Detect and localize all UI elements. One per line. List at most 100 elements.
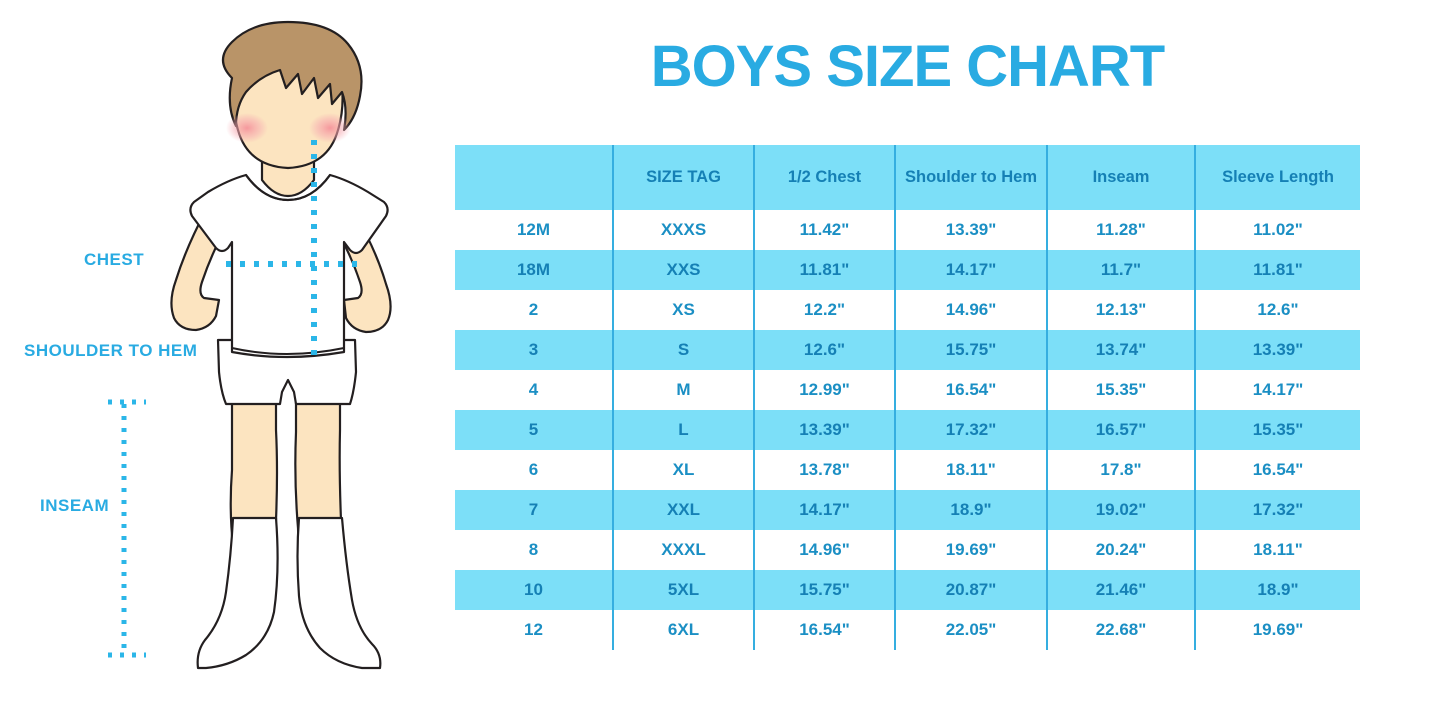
cell-size-tag: 6XL: [612, 610, 754, 650]
table-row: 12 6XL 16.54" 22.05" 22.68" 19.69": [455, 610, 1360, 650]
cell-sleeve-length: 18.9": [1194, 570, 1360, 610]
left-shoe: [196, 516, 279, 670]
size-chart-table-container: SIZE TAG 1/2 Chest Shoulder to Hem Insea…: [455, 145, 1360, 650]
table-body: 12M XXXS 11.42" 13.39" 11.28" 11.02" 18M XXS 11.…: [455, 210, 1360, 650]
page-title: BOYS SIZE CHART: [650, 34, 1166, 99]
cell-sleeve-length: 16.54": [1194, 450, 1360, 490]
cell-size: 12: [455, 610, 613, 650]
cell-size-tag: 5XL: [612, 570, 754, 610]
cell-inseam: 13.74": [1046, 330, 1195, 370]
cell-sleeve-length: 11.81": [1194, 250, 1360, 290]
table-row: 8 XXXL 14.96" 19.69" 20.24" 18.11": [455, 530, 1360, 570]
cell-shoulder-to-hem: 18.11": [894, 450, 1047, 490]
cell-size: 7: [455, 490, 613, 530]
shirt-hem: [231, 347, 345, 355]
cell-size-tag: XXS: [612, 250, 754, 290]
cell-shoulder-to-hem: 16.54": [894, 370, 1047, 410]
cell-inseam: 19.02": [1046, 490, 1195, 530]
col-header-half-chest: 1/2 Chest: [753, 145, 895, 210]
col-header-inseam: Inseam: [1046, 145, 1195, 210]
cell-shoulder-to-hem: 20.87": [894, 570, 1047, 610]
cell-size: 2: [455, 290, 613, 330]
col-header-size: [455, 145, 613, 210]
table-header: SIZE TAG 1/2 Chest Shoulder to Hem Insea…: [455, 145, 1360, 210]
chest-annotation-label: CHEST: [84, 250, 145, 269]
cell-shoulder-to-hem: 15.75": [894, 330, 1047, 370]
cell-inseam: 11.28": [1046, 210, 1195, 250]
cell-inseam: 15.35": [1046, 370, 1195, 410]
cell-sleeve-length: 13.39": [1194, 330, 1360, 370]
cell-size: 3: [455, 330, 613, 370]
cell-half-chest: 13.39": [753, 410, 895, 450]
cell-inseam: 17.8": [1046, 450, 1195, 490]
cell-half-chest: 15.75": [753, 570, 895, 610]
cell-shoulder-to-hem: 19.69": [894, 530, 1047, 570]
right-blush: [309, 113, 351, 143]
cell-half-chest: 11.42": [753, 210, 895, 250]
table-row: 3 S 12.6" 15.75" 13.74" 13.39": [455, 330, 1360, 370]
cell-size: 10: [455, 570, 613, 610]
cell-size: 4: [455, 370, 613, 410]
col-header-sleeve-length: Sleeve Length: [1194, 145, 1360, 210]
cell-size: 6: [455, 450, 613, 490]
cell-size-tag: XS: [612, 290, 754, 330]
inseam-annotation-label: INSEAM: [40, 496, 110, 515]
cell-size: 5: [455, 410, 613, 450]
cell-half-chest: 12.2": [753, 290, 895, 330]
cell-shoulder-to-hem: 13.39": [894, 210, 1047, 250]
cell-size-tag: M: [612, 370, 754, 410]
cell-size-tag: XXXL: [612, 530, 754, 570]
cell-shoulder-to-hem: 18.9": [894, 490, 1047, 530]
cell-half-chest: 11.81": [753, 250, 895, 290]
cell-size-tag: L: [612, 410, 754, 450]
table-row: 6 XL 13.78" 18.11" 17.8" 16.54": [455, 450, 1360, 490]
cell-inseam: 16.57": [1046, 410, 1195, 450]
cell-sleeve-length: 11.02": [1194, 210, 1360, 250]
size-chart-table: SIZE TAG 1/2 Chest Shoulder to Hem Insea…: [455, 145, 1360, 650]
right-shoe: [296, 516, 382, 670]
table-row: 12M XXXS 11.42" 13.39" 11.28" 11.02": [455, 210, 1360, 250]
cell-sleeve-length: 15.35": [1194, 410, 1360, 450]
table-row: 2 XS 12.2" 14.96" 12.13" 12.6": [455, 290, 1360, 330]
col-header-size-tag: SIZE TAG: [612, 145, 754, 210]
cell-size-tag: XL: [612, 450, 754, 490]
cell-inseam: 21.46": [1046, 570, 1195, 610]
cell-sleeve-length: 19.69": [1194, 610, 1360, 650]
col-header-shoulder-to-hem: Shoulder to Hem: [894, 145, 1047, 210]
table-header-row: SIZE TAG 1/2 Chest Shoulder to Hem Insea…: [455, 145, 1360, 210]
cell-inseam: 11.7": [1046, 250, 1195, 290]
table-row: 5 L 13.39" 17.32" 16.57" 15.35": [455, 410, 1360, 450]
cell-shoulder-to-hem: 22.05": [894, 610, 1047, 650]
cell-shoulder-to-hem: 17.32": [894, 410, 1047, 450]
cell-half-chest: 13.78": [753, 450, 895, 490]
cell-size: 8: [455, 530, 613, 570]
table-row: 18M XXS 11.81" 14.17" 11.7" 11.81": [455, 250, 1360, 290]
shoulder-to-hem-annotation-label: SHOULDER TO HEM: [24, 341, 198, 360]
cell-size: 12M: [455, 210, 613, 250]
cell-size: 18M: [455, 250, 613, 290]
illustration-panel: CHEST SHOULDER TO HEM INSEAM: [0, 0, 440, 723]
cell-sleeve-length: 18.11": [1194, 530, 1360, 570]
cell-sleeve-length: 12.6": [1194, 290, 1360, 330]
cell-shoulder-to-hem: 14.96": [894, 290, 1047, 330]
cell-inseam: 22.68": [1046, 610, 1195, 650]
cell-inseam: 12.13": [1046, 290, 1195, 330]
cell-size-tag: XXXS: [612, 210, 754, 250]
neckline: [245, 174, 331, 201]
cell-half-chest: 12.6": [753, 330, 895, 370]
cell-shoulder-to-hem: 14.17": [894, 250, 1047, 290]
table-row: 4 M 12.99" 16.54" 15.35" 14.17": [455, 370, 1360, 410]
cell-inseam: 20.24": [1046, 530, 1195, 570]
cell-half-chest: 12.99": [753, 370, 895, 410]
cell-sleeve-length: 17.32": [1194, 490, 1360, 530]
cell-half-chest: 16.54": [753, 610, 895, 650]
boy-figure-illustration: [108, 20, 392, 670]
cell-half-chest: 14.96": [753, 530, 895, 570]
table-row: 7 XXL 14.17" 18.9" 19.02" 17.32": [455, 490, 1360, 530]
cell-half-chest: 14.17": [753, 490, 895, 530]
cell-sleeve-length: 14.17": [1194, 370, 1360, 410]
cell-size-tag: S: [612, 330, 754, 370]
cell-size-tag: XXL: [612, 490, 754, 530]
table-row: 10 5XL 15.75" 20.87" 21.46" 18.9": [455, 570, 1360, 610]
